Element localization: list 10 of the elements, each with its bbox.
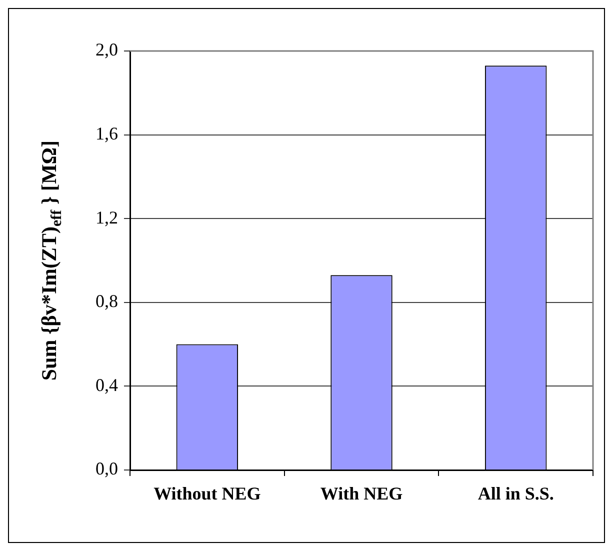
x-tick-label: Without NEG xyxy=(154,483,261,504)
y-axis-title: Sum {βv*Im(ZT)eff } [MΩ] xyxy=(37,140,65,381)
y-tick-label: 0,4 xyxy=(96,374,118,395)
y-tick-label: 1,2 xyxy=(96,207,118,228)
y-tick-label: 0,0 xyxy=(96,458,118,479)
x-tick-label: All in S.S. xyxy=(478,483,554,504)
y-tick-label: 1,6 xyxy=(96,124,118,144)
x-tick-label: With NEG xyxy=(320,483,403,504)
y-tick-label: 2,0 xyxy=(96,40,118,60)
y-tick-label: 0,8 xyxy=(96,291,118,312)
